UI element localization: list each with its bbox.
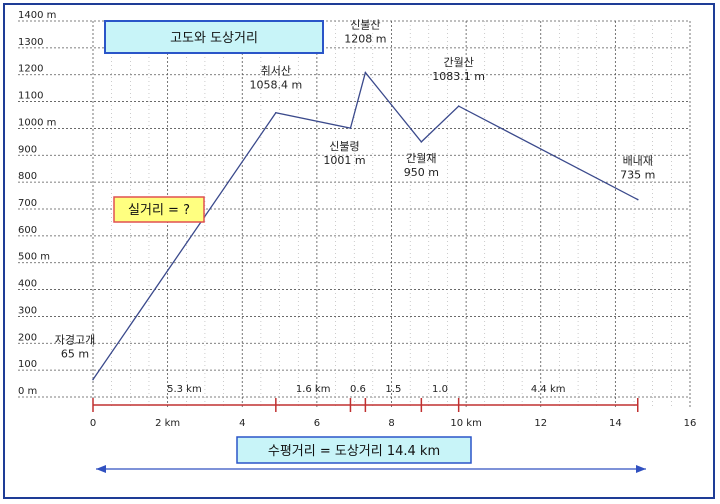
peak-name-label: 신불산 (350, 19, 380, 32)
real-distance-label: 실거리 = ? (128, 203, 190, 218)
y-tick-label: 1400 m (18, 10, 56, 21)
y-tick-labels: 0 m 100 200 300 400 500 m 600 700 800 900 1000 m 11… (18, 10, 56, 397)
peak-name-label: 자경고개 (55, 334, 95, 347)
peak-name-label: 간월산 (443, 56, 473, 69)
y-tick-label: 700 (18, 198, 37, 209)
segment-label: 0.6 (350, 384, 366, 395)
y-tick-label: 0 m (18, 386, 37, 397)
grid-lines (18, 20, 691, 407)
peak-name-label: 신불령 (329, 140, 359, 153)
data-point (364, 71, 367, 74)
peak-name-label: 배내재 (623, 155, 653, 168)
x-tick-label: 8 (388, 418, 394, 429)
x-tick-labels: 0 2 km 4 6 8 10 km 12 14 16 (90, 418, 697, 429)
segment-label: 1.5 (385, 384, 401, 395)
x-tick-label: 2 km (155, 418, 180, 429)
peak-name-label: 간월재 (406, 152, 436, 165)
y-tick-label: 1300 (18, 37, 43, 48)
elevation-line (92, 71, 639, 380)
x-tick-label: 12 (534, 418, 547, 429)
y-tick-label: 1100 (18, 91, 43, 102)
y-tick-label: 100 (18, 359, 37, 370)
x-tick-label: 10 km (450, 418, 481, 429)
y-tick-label: 1200 (18, 64, 43, 75)
chart-frame (3, 3, 715, 499)
data-point (349, 127, 352, 129)
title-box: 고도와 도상거리 (104, 20, 324, 54)
total-distance-arrow (96, 465, 646, 473)
y-tick-label: 900 (18, 144, 37, 155)
x-tick-label: 14 (609, 418, 622, 429)
peak-elevation-label: 1083.1 m (432, 70, 485, 83)
data-point (92, 378, 94, 381)
data-point (636, 198, 639, 201)
y-tick-label: 300 (18, 305, 37, 316)
peak-elevation-label: 950 m (404, 166, 439, 179)
y-tick-label: 500 m (18, 252, 50, 263)
segment-label: 4.4 km (531, 384, 566, 395)
segment-markers: 5.3 km 1.6 km 0.6 1.5 1.0 4.4 km (92, 384, 639, 412)
y-tick-label: 1000 m (18, 117, 56, 128)
data-point (457, 105, 460, 107)
segment-label: 1.0 (432, 384, 448, 395)
chart-title: 고도와 도상거리 (170, 31, 258, 46)
series-line (92, 71, 639, 381)
total-distance-label: 수평거리 = 도상거리 14.4 km (268, 444, 440, 459)
y-tick-label: 600 (18, 225, 37, 236)
x-tick-label: 16 (684, 418, 697, 429)
segment-label: 1.6 km (296, 384, 331, 395)
x-tick-label: 6 (314, 418, 320, 429)
peak-elevation-label: 65 m (61, 348, 89, 361)
segment-label: 5.3 km (167, 384, 202, 395)
data-point (420, 141, 423, 143)
peak-elevation-label: 1208 m (344, 33, 386, 46)
peak-elevation-label: 1001 m (323, 154, 365, 167)
peak-elevation-label: 1058.4 m (249, 79, 302, 92)
y-tick-label: 800 (18, 171, 37, 182)
real-distance-box: 실거리 = ? (113, 196, 205, 223)
y-tick-label: 200 (18, 332, 37, 343)
data-point (275, 111, 277, 114)
x-tick-label: 4 (239, 418, 245, 429)
y-tick-label: 400 (18, 279, 37, 290)
peak-elevation-label: 735 m (620, 169, 655, 182)
total-distance-box: 수평거리 = 도상거리 14.4 km (236, 436, 472, 464)
peak-name-label: 취서산 (261, 65, 291, 78)
x-tick-label: 0 (90, 418, 96, 429)
